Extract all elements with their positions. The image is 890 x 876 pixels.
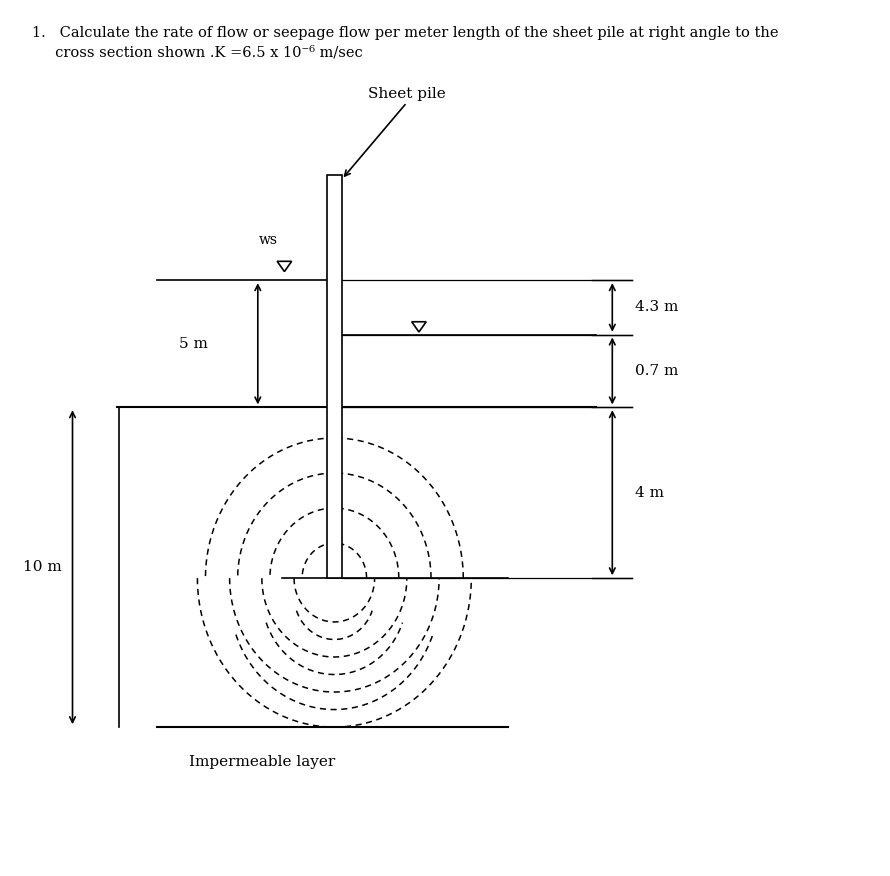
Text: 4 m: 4 m [635,486,664,499]
Text: cross section shown .K =6.5 x 10⁻⁶ m/sec: cross section shown .K =6.5 x 10⁻⁶ m/sec [32,46,363,60]
Text: 10 m: 10 m [22,561,61,574]
FancyBboxPatch shape [328,175,342,578]
Text: 4.3 m: 4.3 m [635,300,678,314]
Text: ws: ws [259,233,278,247]
Text: 5 m: 5 m [179,337,207,350]
Text: Sheet pile: Sheet pile [368,87,446,101]
Text: 1.   Calculate the rate of flow or seepage flow per meter length of the sheet pi: 1. Calculate the rate of flow or seepage… [32,26,779,40]
Text: Impermeable layer: Impermeable layer [190,755,336,769]
Text: 0.7 m: 0.7 m [635,364,678,378]
